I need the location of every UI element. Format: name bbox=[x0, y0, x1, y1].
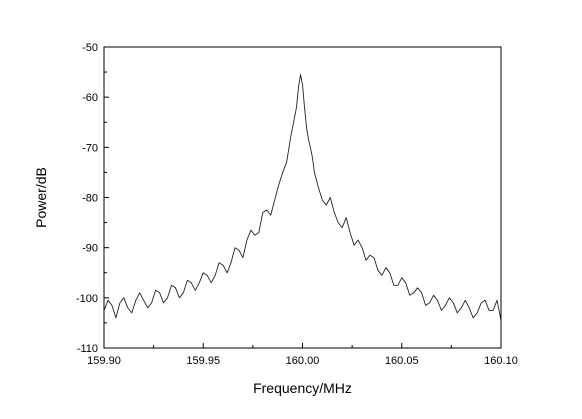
plot-frame bbox=[103, 46, 502, 349]
x-axis-label: Frequency/MHz bbox=[253, 380, 352, 396]
y-tick-label: -80 bbox=[82, 193, 98, 205]
x-tick-label: 159.90 bbox=[87, 355, 121, 367]
spectrum-series-line bbox=[103, 74, 502, 321]
y-tick-label: -90 bbox=[82, 243, 98, 255]
x-tick-label: 160.05 bbox=[385, 355, 419, 367]
x-axis-ticks: 159.90 159.95 160.00 160.05 160.10 bbox=[87, 343, 518, 367]
x-tick-label: 160.10 bbox=[484, 355, 518, 367]
y-tick-label: -60 bbox=[82, 92, 98, 104]
x-tick-label: 160.00 bbox=[286, 355, 320, 367]
y-tick-label: -50 bbox=[82, 42, 98, 54]
y-tick-label: -110 bbox=[77, 343, 98, 355]
y-tick-label: -100 bbox=[76, 293, 98, 305]
y-tick-label: -70 bbox=[82, 142, 98, 154]
x-tick-label: 159.95 bbox=[186, 355, 220, 367]
y-axis-label: Power/dB bbox=[33, 167, 49, 228]
